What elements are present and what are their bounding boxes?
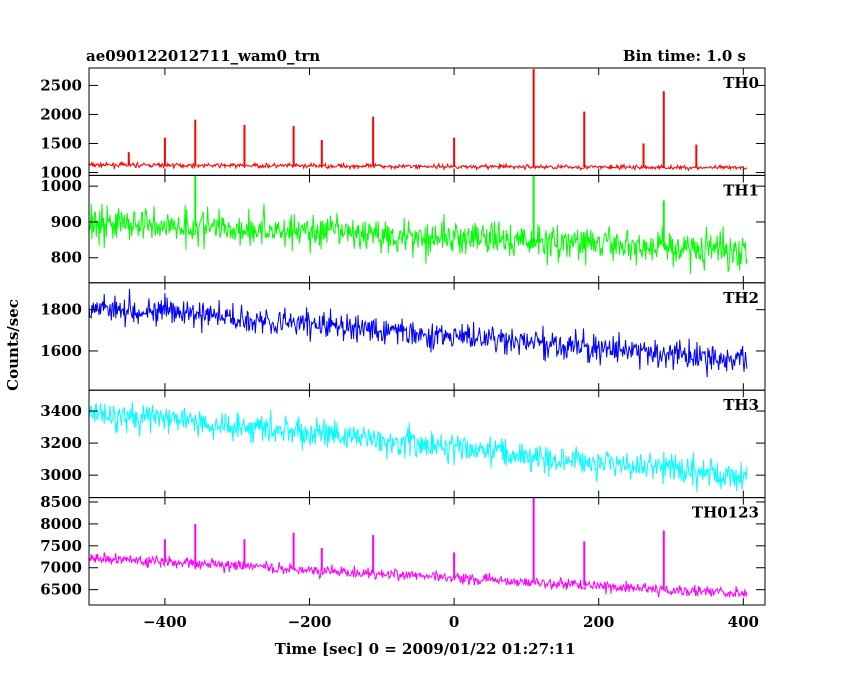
y-tick-label: 2500 [40, 76, 82, 94]
y-tick-label: 900 [51, 213, 82, 231]
y-tick-label: 8500 [40, 493, 82, 511]
series-line-th3 [88, 401, 748, 493]
panel-label: TH0 [723, 74, 759, 92]
y-tick-label: 7500 [40, 537, 82, 555]
series-line-th0123 [88, 551, 748, 599]
y-tick-label: 1600 [40, 342, 82, 360]
panel-th0123: 6500 7000 7500 8000 8500 TH0123 [40, 493, 766, 606]
y-tick-label: 2000 [40, 105, 82, 123]
panel-th2: 1600 1800 TH2 [40, 282, 766, 391]
x-tick-label: 0 [449, 613, 459, 631]
x-tick-label: 400 [728, 613, 759, 631]
bin-time-label: Bin time: 1.0 s [623, 47, 746, 65]
panel-label: TH0123 [692, 504, 759, 522]
x-tick-label: 200 [583, 613, 614, 631]
panel-label: TH2 [723, 289, 759, 307]
y-tick-label: 1800 [40, 301, 82, 319]
panel-frame [88, 282, 766, 391]
y-tick-label: 6500 [40, 581, 82, 599]
y-tick-label: 1500 [40, 134, 82, 152]
y-tick-label: 1000 [40, 177, 82, 195]
y-tick-label: 3200 [40, 434, 82, 452]
x-tick-label: −400 [143, 613, 187, 631]
series-line-th2 [88, 288, 748, 378]
y-tick-label: 800 [51, 249, 82, 267]
x-axis-label: Time [sec] 0 = 2009/01/22 01:27:11 [275, 640, 576, 658]
series-line-th1 [88, 203, 748, 274]
y-tick-label: 3400 [40, 402, 82, 420]
panel-frame [88, 497, 766, 606]
series-line-th0 [88, 160, 748, 172]
y-tick-label: 3000 [40, 466, 82, 484]
x-tick-label: −200 [288, 613, 332, 631]
y-tick-label: 7000 [40, 559, 82, 577]
panel-label: TH1 [723, 181, 759, 199]
chart-title: ae090122012711_wam0_trn [86, 47, 320, 65]
panel-th1: 800 900 1000 TH1 [40, 174, 766, 284]
panel-th0: 1000 1500 2000 2500 TH0 [40, 67, 766, 181]
panel-label: TH3 [723, 396, 759, 414]
panel-th3: 3000 3200 3400 TH3 [40, 389, 766, 499]
y-axis-label: Counts/sec [4, 299, 22, 391]
y-tick-label: 1000 [40, 163, 82, 181]
y-tick-label: 8000 [40, 515, 82, 533]
